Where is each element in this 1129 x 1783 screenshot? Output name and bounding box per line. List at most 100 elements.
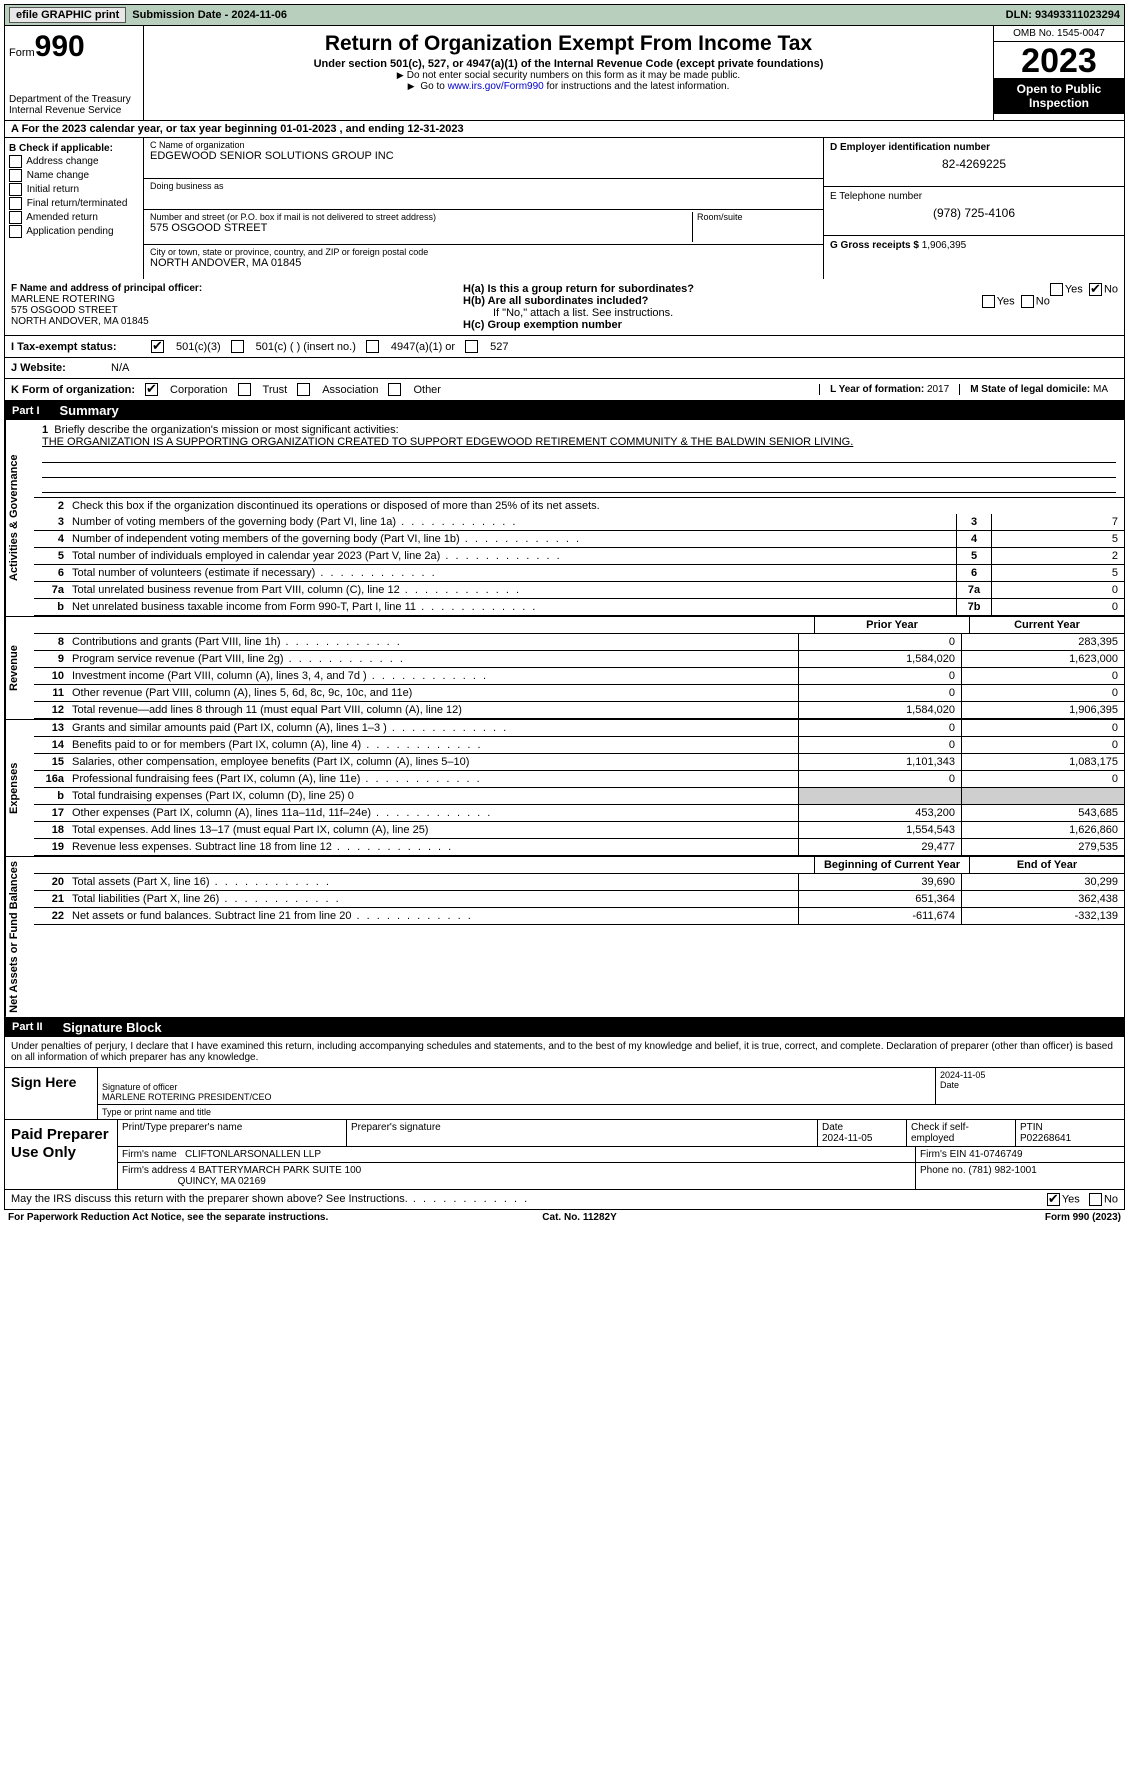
l8-prior: 0 (798, 634, 961, 650)
l11-prior: 0 (798, 685, 961, 701)
checkbox-other[interactable] (388, 383, 401, 396)
l18-prior: 1,554,543 (798, 822, 961, 838)
ptin: P02268641 (1020, 1133, 1071, 1144)
l13-prior: 0 (798, 720, 961, 736)
sign-here-block: Sign Here Signature of officerMARLENE RO… (4, 1067, 1125, 1120)
l15-curr: 1,083,175 (961, 754, 1124, 770)
checkbox-address-change[interactable] (9, 155, 22, 168)
tax-year: 2023 (994, 42, 1124, 78)
checkbox-4947[interactable] (366, 340, 379, 353)
checkbox-discuss-yes[interactable] (1047, 1193, 1060, 1206)
l17-prior: 453,200 (798, 805, 961, 821)
form-of-org-row: K Form of organization: Corporation Trus… (4, 379, 1125, 401)
form-number-box: Form990 Department of the Treasury Inter… (5, 26, 144, 120)
l11-curr: 0 (961, 685, 1124, 701)
l16a-curr: 0 (961, 771, 1124, 787)
checkbox-name-change[interactable] (9, 169, 22, 182)
checkbox-application-pending[interactable] (9, 225, 22, 238)
net-assets-section: Net Assets or Fund Balances Beginning of… (4, 857, 1125, 1018)
ssn-note: Do not enter social security numbers on … (152, 70, 985, 81)
discuss-with-preparer-row: May the IRS discuss this return with the… (4, 1190, 1125, 1210)
line6-val: 5 (991, 565, 1124, 581)
l22-prior: -611,674 (798, 908, 961, 924)
col-b-checkboxes: B Check if applicable: Address change Na… (5, 138, 144, 279)
l16b-prior (798, 788, 961, 804)
instructions-note: Go to www.irs.gov/Form990 for instructio… (152, 81, 985, 92)
l16a-prior: 0 (798, 771, 961, 787)
checkbox-hb-yes[interactable] (982, 295, 995, 308)
l10-curr: 0 (961, 668, 1124, 684)
line5-val: 2 (991, 548, 1124, 564)
checkbox-assoc[interactable] (297, 383, 310, 396)
l14-curr: 0 (961, 737, 1124, 753)
part-2-header: Part IISignature Block (4, 1018, 1125, 1037)
l22-curr: -332,139 (961, 908, 1124, 924)
street-address: 575 OSGOOD STREET (150, 222, 692, 234)
l9-curr: 1,623,000 (961, 651, 1124, 667)
form-title: Return of Organization Exempt From Incom… (152, 32, 985, 56)
page-footer: For Paperwork Reduction Act Notice, see … (4, 1210, 1125, 1225)
checkbox-amended-return[interactable] (9, 211, 22, 224)
omb-number: OMB No. 1545-0047 (994, 26, 1124, 42)
checkbox-ha-yes[interactable] (1050, 283, 1063, 296)
telephone: (978) 725-4106 (830, 206, 1118, 220)
checkbox-trust[interactable] (238, 383, 251, 396)
l18-curr: 1,626,860 (961, 822, 1124, 838)
irs-link[interactable]: www.irs.gov/Form990 (448, 81, 544, 92)
checkbox-initial-return[interactable] (9, 183, 22, 196)
officer-name: MARLENE ROTERING (11, 294, 451, 305)
line4-val: 5 (991, 531, 1124, 547)
checkbox-discuss-no[interactable] (1089, 1193, 1102, 1206)
checkbox-501c[interactable] (231, 340, 244, 353)
line7a-val: 0 (991, 582, 1124, 598)
checkbox-501c3[interactable] (151, 340, 164, 353)
l8-curr: 283,395 (961, 634, 1124, 650)
officer-signature-name: MARLENE ROTERING PRESIDENT/CEO (102, 1092, 272, 1102)
firm-address1: 4 BATTERYMARCH PARK SUITE 100 (190, 1165, 361, 1176)
activities-governance-section: Activities & Governance 1 Briefly descri… (4, 420, 1125, 617)
firm-name: CLIFTONLARSONALLEN LLP (185, 1149, 321, 1160)
l21-curr: 362,438 (961, 891, 1124, 907)
line7b-val: 0 (991, 599, 1124, 615)
website-value: N/A (111, 362, 129, 374)
public-inspection-label: Open to Public Inspection (994, 78, 1124, 114)
ein: 82-4269225 (830, 157, 1118, 171)
firm-address2: QUINCY, MA 02169 (178, 1176, 266, 1187)
row-a-tax-year: A For the 2023 calendar year, or tax yea… (4, 121, 1125, 138)
checkbox-527[interactable] (465, 340, 478, 353)
l12-curr: 1,906,395 (961, 702, 1124, 718)
firm-phone: (781) 982-1001 (968, 1165, 1036, 1176)
paid-preparer-block: Paid Preparer Use Only Print/Type prepar… (4, 1120, 1125, 1190)
form-header: Form990 Department of the Treasury Inter… (4, 26, 1125, 121)
expenses-section: Expenses 13Grants and similar amounts pa… (4, 720, 1125, 857)
top-toolbar: efile GRAPHIC print Submission Date - 20… (4, 4, 1125, 26)
website-row: J Website: N/A (4, 358, 1125, 379)
officer-street: 575 OSGOOD STREET (11, 305, 451, 316)
checkbox-hb-no[interactable] (1021, 295, 1034, 308)
l15-prior: 1,101,343 (798, 754, 961, 770)
preparer-date: 2024-11-05 (822, 1133, 872, 1144)
efile-print-button[interactable]: efile GRAPHIC print (9, 7, 126, 23)
l20-curr: 30,299 (961, 874, 1124, 890)
l13-curr: 0 (961, 720, 1124, 736)
l12-prior: 1,584,020 (798, 702, 961, 718)
perjury-declaration: Under penalties of perjury, I declare th… (4, 1037, 1125, 1067)
officer-city: NORTH ANDOVER, MA 01845 (11, 316, 451, 327)
vlabel-revenue: Revenue (5, 617, 34, 719)
dept-label: Department of the Treasury Internal Reve… (9, 94, 139, 116)
checkbox-corp[interactable] (145, 383, 158, 396)
org-name: EDGEWOOD SENIOR SOLUTIONS GROUP INC (150, 150, 817, 162)
l14-prior: 0 (798, 737, 961, 753)
line3-val: 7 (991, 514, 1124, 530)
col-de-ein-phone: D Employer identification number 82-4269… (823, 138, 1124, 279)
form-subtitle: Under section 501(c), 527, or 4947(a)(1)… (152, 58, 985, 70)
checkbox-ha-no[interactable] (1089, 283, 1102, 296)
year-formation: 2017 (927, 384, 949, 395)
revenue-section: Revenue Prior YearCurrent Year 8Contribu… (4, 617, 1125, 720)
l20-prior: 39,690 (798, 874, 961, 890)
tax-exempt-status-row: I Tax-exempt status: 501(c)(3) 501(c) ( … (4, 336, 1125, 358)
l10-prior: 0 (798, 668, 961, 684)
firm-ein: 41-0746749 (969, 1149, 1022, 1160)
l17-curr: 543,685 (961, 805, 1124, 821)
checkbox-final-return[interactable] (9, 197, 22, 210)
